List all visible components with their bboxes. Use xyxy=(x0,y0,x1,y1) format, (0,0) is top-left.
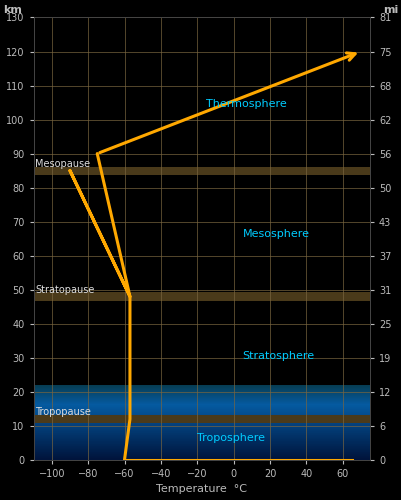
Text: Tropopause: Tropopause xyxy=(35,408,91,418)
Bar xyxy=(34,166,369,174)
Text: Mesopause: Mesopause xyxy=(35,159,90,169)
Text: Thermosphere: Thermosphere xyxy=(206,100,286,110)
Text: km: km xyxy=(3,6,22,16)
Text: Stratosphere: Stratosphere xyxy=(242,351,314,361)
X-axis label: Temperature  °C: Temperature °C xyxy=(156,484,247,494)
Text: Mesosphere: Mesosphere xyxy=(242,228,309,238)
Text: Troposphere: Troposphere xyxy=(197,433,265,443)
Text: mi: mi xyxy=(382,6,397,16)
Bar xyxy=(34,415,369,423)
Bar xyxy=(34,292,369,300)
Text: Stratopause: Stratopause xyxy=(35,285,95,295)
